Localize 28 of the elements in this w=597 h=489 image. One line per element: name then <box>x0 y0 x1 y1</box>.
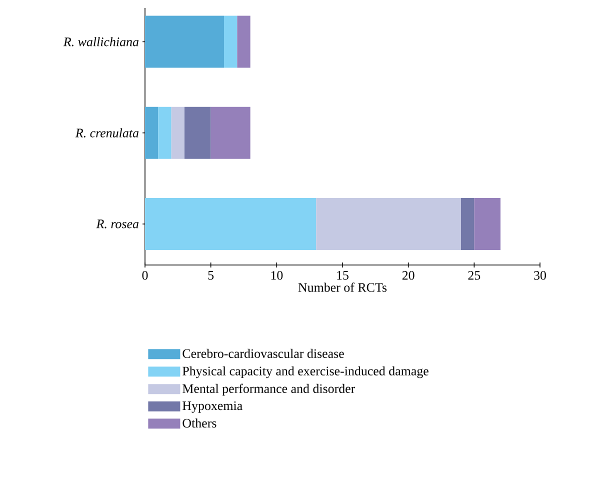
bar <box>158 106 172 159</box>
x-tick-label: 0 <box>142 271 148 280</box>
bar <box>184 106 211 159</box>
bar <box>224 16 238 68</box>
legend-label: Hypoxemia <box>182 401 242 413</box>
legend-label: Cerebro-cardiovascular disease <box>182 348 344 358</box>
x-axis-title: Number of RCTs <box>298 282 387 292</box>
bar <box>144 16 224 68</box>
y-tick-label: R. crenulata <box>75 128 138 138</box>
y-tick-label: R. rosea <box>96 220 138 228</box>
x-tick-label: 10 <box>271 271 283 280</box>
legend-label: Physical capacity and exercise-induced damage <box>182 366 428 378</box>
x-tick-label: 30 <box>534 271 546 280</box>
y-tick-label: R. wallichiana <box>63 37 138 46</box>
bar <box>316 198 461 250</box>
bar <box>171 106 184 159</box>
bar <box>461 198 474 250</box>
bar <box>210 106 250 159</box>
x-tick-label: 25 <box>468 271 480 280</box>
legend-label: Others <box>182 418 216 428</box>
x-tick-label: 20 <box>402 271 414 280</box>
x-tick-label: 5 <box>208 271 214 280</box>
bar <box>144 198 316 250</box>
bar <box>237 16 250 68</box>
bar <box>144 106 158 159</box>
x-tick-label: 15 <box>337 271 348 280</box>
legend-label: Mental performance and disorder <box>182 384 356 396</box>
bar <box>474 198 500 250</box>
